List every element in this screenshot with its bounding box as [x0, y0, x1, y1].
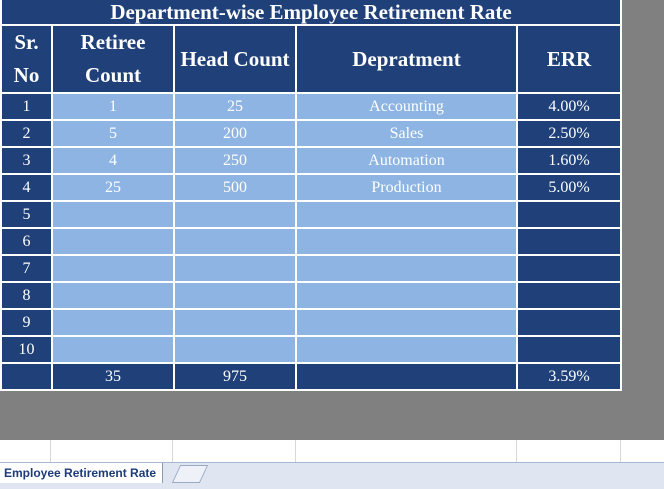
sr-cell: 7: [0, 254, 53, 283]
retiree-cell: [51, 281, 175, 310]
column-header: Retiree Count: [51, 24, 175, 94]
sr-cell: 4: [0, 173, 53, 202]
total-cell: [295, 362, 518, 391]
head-cell: 25: [173, 92, 297, 121]
retiree-cell: 4: [51, 146, 175, 175]
total-err: 3.59%: [515, 362, 623, 391]
total-retiree: 35: [51, 362, 175, 391]
column-header: ERR: [515, 24, 623, 94]
total-head: 975: [173, 362, 297, 391]
table-row: 7: [0, 254, 623, 283]
table-row: 9: [0, 308, 623, 337]
retiree-cell: [51, 200, 175, 229]
total-row: 35 975 3.59%: [0, 362, 623, 391]
err-cell: [515, 281, 623, 310]
err-cell: [515, 335, 623, 364]
head-cell: [173, 254, 297, 283]
head-cell: [173, 227, 297, 256]
sheet-tabs: Employee Retirement Rate: [0, 462, 664, 489]
err-cell: 2.50%: [515, 119, 623, 148]
err-cell: [515, 254, 623, 283]
total-cell: [0, 362, 53, 391]
department-cell: [295, 308, 518, 337]
head-cell: 250: [173, 146, 297, 175]
sr-cell: 9: [0, 308, 53, 337]
sr-cell: 8: [0, 281, 53, 310]
err-cell: 1.60%: [515, 146, 623, 175]
retiree-cell: 25: [51, 173, 175, 202]
head-cell: [173, 200, 297, 229]
retirement-table: Department-wise Employee Retirement Rate…: [0, 0, 623, 391]
department-cell: [295, 335, 518, 364]
column-header: Depratment: [295, 24, 518, 94]
retiree-cell: [51, 227, 175, 256]
department-cell: Sales: [295, 119, 518, 148]
table-row: 2 5 200 Sales 2.50%: [0, 119, 623, 148]
table-title: Department-wise Employee Retirement Rate: [0, 0, 623, 26]
sr-cell: 5: [0, 200, 53, 229]
table-row: 1 1 25 Accounting 4.00%: [0, 92, 623, 121]
head-cell: [173, 281, 297, 310]
head-cell: 200: [173, 119, 297, 148]
table-row: 4 25 500 Production 5.00%: [0, 173, 623, 202]
department-cell: Accounting: [295, 92, 518, 121]
sr-cell: 6: [0, 227, 53, 256]
sr-cell: 2: [0, 119, 53, 148]
err-cell: 5.00%: [515, 173, 623, 202]
sr-cell: 1: [0, 92, 53, 121]
retiree-cell: [51, 335, 175, 364]
sheet-tab[interactable]: Employee Retirement Rate: [0, 463, 164, 483]
department-cell: [295, 227, 518, 256]
retiree-cell: [51, 308, 175, 337]
head-cell: 500: [173, 173, 297, 202]
empty-row: [0, 440, 664, 462]
department-cell: [295, 200, 518, 229]
retiree-cell: 1: [51, 92, 175, 121]
new-sheet-button[interactable]: [171, 465, 209, 483]
err-cell: [515, 308, 623, 337]
table-row: 10: [0, 335, 623, 364]
retiree-cell: [51, 254, 175, 283]
sr-cell: 10: [0, 335, 53, 364]
err-cell: [515, 227, 623, 256]
department-cell: [295, 281, 518, 310]
department-cell: [295, 254, 518, 283]
table-row: 3 4 250 Automation 1.60%: [0, 146, 623, 175]
department-cell: Production: [295, 173, 518, 202]
err-cell: [515, 200, 623, 229]
column-header: Sr. No: [0, 24, 53, 94]
table-row: 5: [0, 200, 623, 229]
sr-cell: 3: [0, 146, 53, 175]
column-header: Head Count: [173, 24, 297, 94]
head-cell: [173, 335, 297, 364]
retiree-cell: 5: [51, 119, 175, 148]
head-cell: [173, 308, 297, 337]
department-cell: Automation: [295, 146, 518, 175]
table-row: 8: [0, 281, 623, 310]
err-cell: 4.00%: [515, 92, 623, 121]
table-row: 6: [0, 227, 623, 256]
